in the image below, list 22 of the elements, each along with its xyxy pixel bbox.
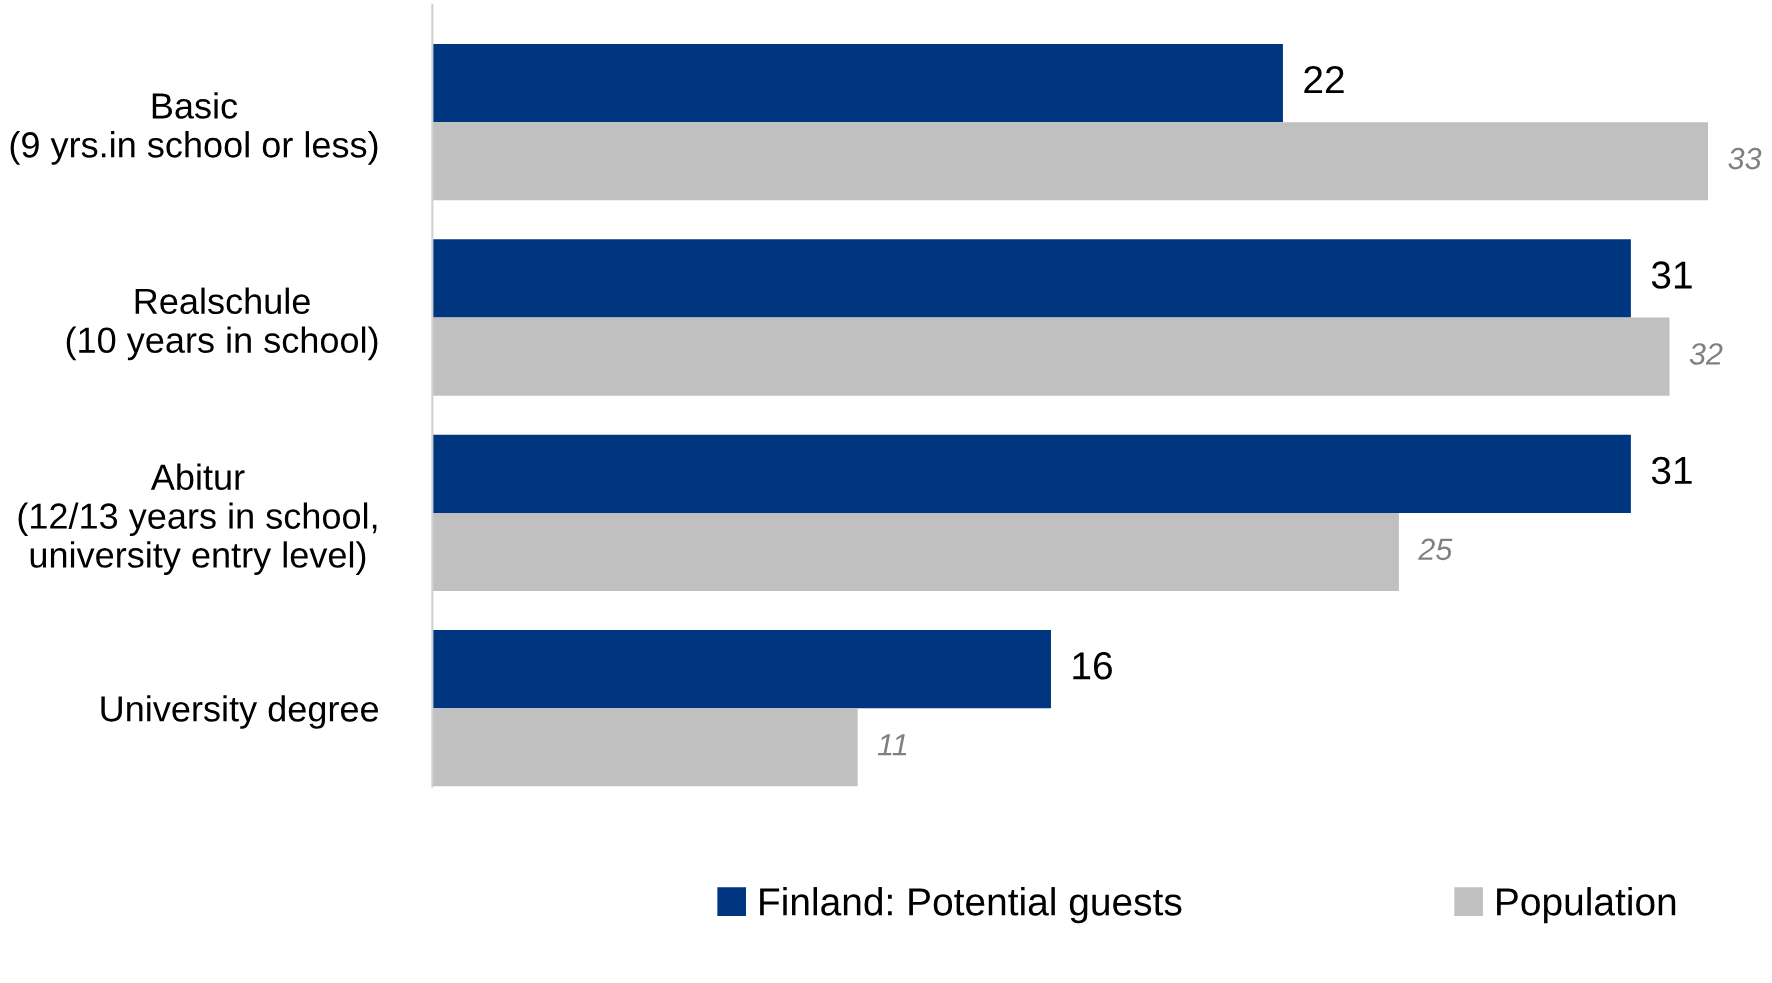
legend-label: Finland: Potential guests xyxy=(760,887,1182,924)
bar xyxy=(432,239,1631,318)
bar xyxy=(432,512,1399,592)
bar xyxy=(432,630,1051,709)
bar xyxy=(432,122,1709,201)
y-tick-label: Realschule (10 years in school) xyxy=(66,287,378,361)
data-label: 11 xyxy=(877,734,907,756)
legend-label: Population xyxy=(1497,887,1676,924)
bar xyxy=(432,317,1670,396)
data-label: 33 xyxy=(1728,147,1762,170)
y-tick-label: Basic (9 yrs.in school or less) xyxy=(10,92,378,165)
data-label: 16 xyxy=(1073,652,1112,680)
bar xyxy=(432,43,1283,123)
bar xyxy=(432,708,858,787)
data-label: 25 xyxy=(1418,538,1453,561)
data-label: 32 xyxy=(1689,343,1723,365)
y-tick-label: Abitur (12/13 years in school, university entry level) xyxy=(18,463,377,575)
y-tick-label: University degree xyxy=(101,695,378,729)
data-label: 22 xyxy=(1304,65,1344,94)
data-label: 31 xyxy=(1651,261,1692,289)
bar xyxy=(432,434,1631,513)
data-label: 31 xyxy=(1651,456,1692,485)
